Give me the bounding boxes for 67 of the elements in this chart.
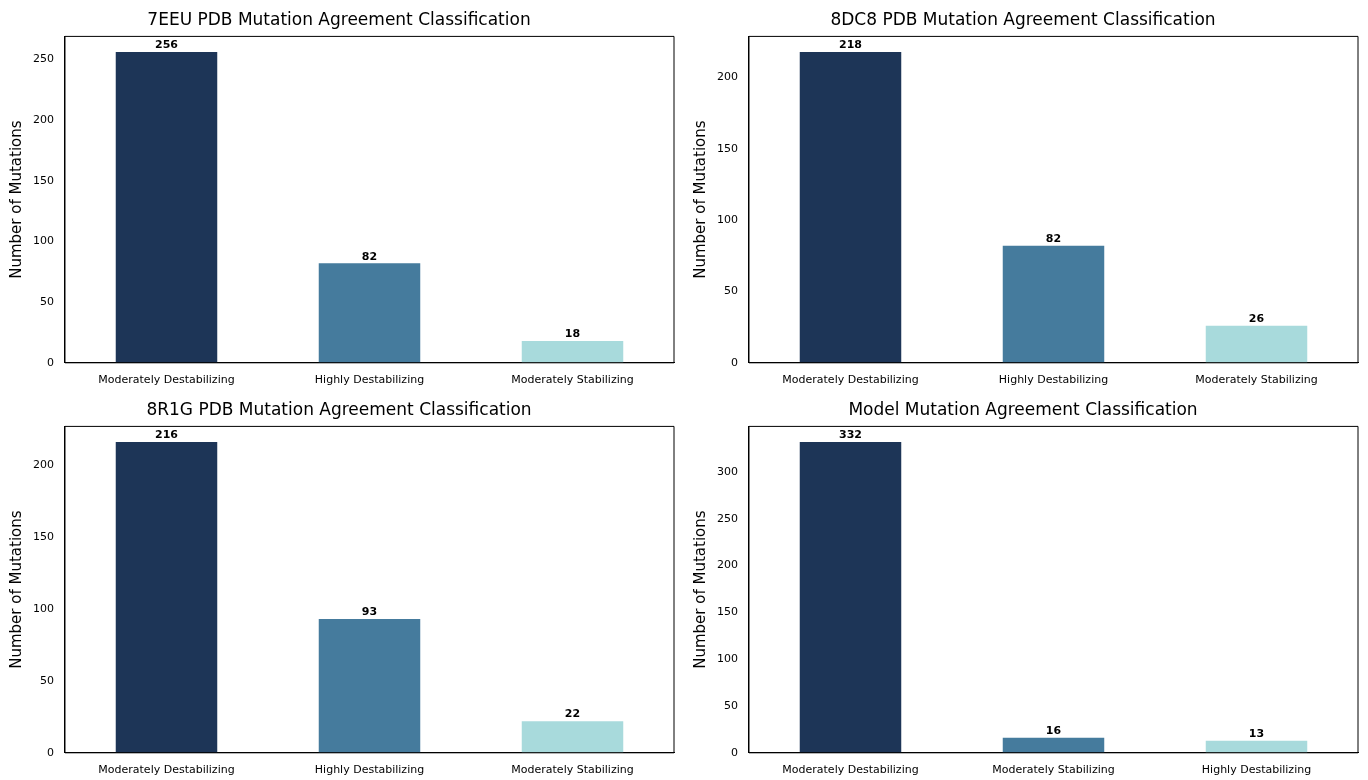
y-axis-title: Number of Mutations: [690, 510, 709, 669]
x-tick-label: Moderately Destabilizing: [782, 763, 919, 777]
data-label: 26: [1248, 312, 1265, 326]
bar: [1002, 737, 1105, 753]
y-tick-label: 200: [717, 558, 738, 572]
chart-title: 7EEU PDB Mutation Agreement Classification: [147, 8, 531, 29]
x-tick-label: Moderately Destabilizing: [98, 373, 235, 387]
y-tick-label: 0: [47, 745, 54, 759]
bar: [318, 618, 421, 753]
chart-title: Model Mutation Agreement Classification: [848, 398, 1198, 419]
x-tick-label: Moderately Stabilizing: [511, 763, 634, 777]
y-tick-label: 0: [47, 355, 54, 369]
data-label: 82: [1045, 232, 1062, 246]
y-tick-label: 100: [717, 213, 738, 227]
y-tick-label: 100: [717, 652, 738, 666]
bar: [115, 441, 218, 753]
y-tick-label: 150: [717, 605, 738, 619]
y-tick-label: 150: [717, 141, 738, 155]
x-tick-label: Highly Destabilizing: [314, 763, 425, 777]
data-label: 216: [155, 428, 179, 442]
y-tick-label: 250: [33, 52, 54, 66]
data-label: 82: [361, 249, 378, 263]
y-tick-label: 150: [33, 529, 54, 543]
bar: [521, 340, 624, 363]
y-tick-label: 200: [717, 70, 738, 84]
x-tick-label: Moderately Stabilizing: [1195, 373, 1318, 387]
bar: [115, 51, 218, 363]
data-label: 332: [839, 428, 862, 442]
y-tick-label: 0: [731, 355, 738, 369]
bar: [799, 51, 902, 363]
x-tick-label: Moderately Destabilizing: [98, 763, 235, 777]
data-label: 18: [564, 327, 581, 341]
data-label: 22: [564, 707, 581, 721]
y-tick-label: 50: [40, 673, 54, 687]
y-tick-label: 200: [33, 457, 54, 471]
y-tick-label: 50: [724, 284, 738, 298]
y-tick-label: 0: [731, 745, 738, 759]
y-tick-label: 300: [717, 464, 738, 478]
x-tick-label: Moderately Stabilizing: [992, 763, 1115, 777]
x-tick-label: Highly Destabilizing: [1201, 763, 1312, 777]
data-label: 93: [361, 605, 378, 619]
y-tick-label: 50: [40, 294, 54, 308]
y-axis-title: Number of Mutations: [6, 120, 25, 279]
bar: [521, 721, 624, 753]
chart-title: 8DC8 PDB Mutation Agreement Classification: [830, 8, 1216, 29]
y-tick-label: 50: [724, 698, 738, 712]
bar: [799, 441, 902, 753]
data-label: 13: [1248, 726, 1265, 740]
y-tick-label: 200: [33, 112, 54, 126]
data-label: 16: [1045, 724, 1062, 738]
y-tick-label: 100: [33, 234, 54, 248]
y-tick-label: 250: [717, 511, 738, 525]
x-tick-label: Highly Destabilizing: [314, 373, 425, 387]
x-tick-label: Moderately Destabilizing: [782, 373, 919, 387]
bar: [1002, 245, 1105, 363]
y-axis-title: Number of Mutations: [6, 510, 25, 669]
data-label: 256: [155, 38, 179, 52]
bar: [1205, 325, 1308, 363]
chart-title: 8R1G PDB Mutation Agreement Classification: [146, 398, 532, 419]
y-tick-label: 100: [33, 601, 54, 615]
x-tick-label: Highly Destabilizing: [998, 373, 1109, 387]
y-tick-label: 150: [33, 173, 54, 187]
x-tick-label: Moderately Stabilizing: [511, 373, 634, 387]
y-axis-title: Number of Mutations: [690, 120, 709, 279]
bar: [318, 263, 421, 363]
data-label: 218: [839, 38, 862, 52]
bar: [1205, 740, 1308, 753]
